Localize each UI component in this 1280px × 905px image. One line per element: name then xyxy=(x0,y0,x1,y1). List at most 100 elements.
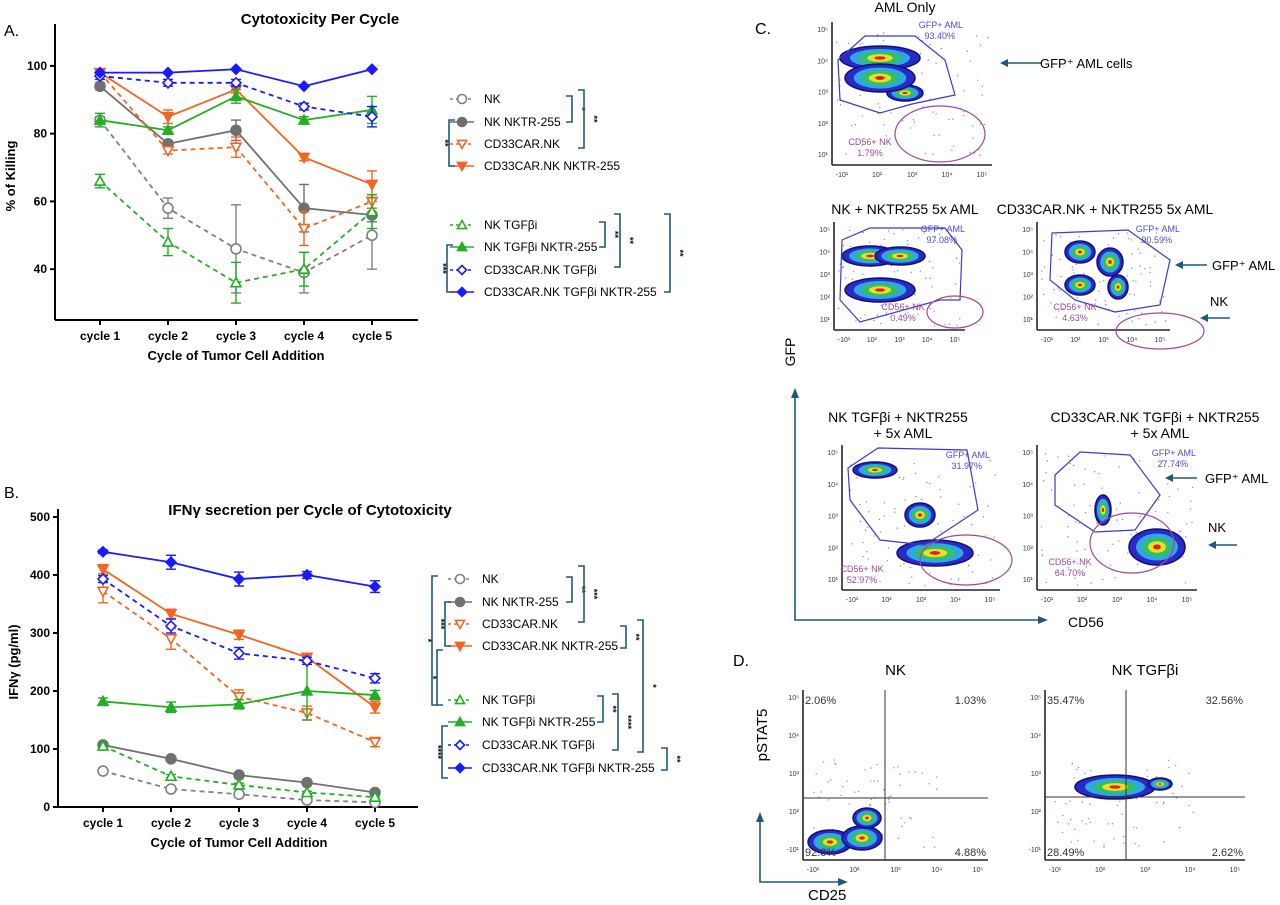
event-dot xyxy=(1188,804,1190,807)
event-dot xyxy=(1116,804,1119,807)
event-dot xyxy=(897,766,899,768)
plot-y-tick: 10³ xyxy=(828,514,839,521)
event-dot xyxy=(1067,455,1070,457)
event-dot xyxy=(924,152,927,154)
significance-bracket xyxy=(566,576,573,603)
plot-x-tick: 10² xyxy=(1095,867,1106,874)
event-dot xyxy=(907,243,909,246)
event-dot xyxy=(871,577,873,580)
event-dot xyxy=(1155,232,1158,234)
event-dot xyxy=(902,478,904,480)
event-dot xyxy=(1117,233,1120,235)
nk-gate-label: CD56+ NK xyxy=(848,137,891,147)
density-contour xyxy=(866,254,874,258)
event-dot xyxy=(1121,813,1123,816)
event-dot xyxy=(1041,555,1044,557)
event-dot xyxy=(1129,293,1131,296)
y-axis-label: IFNγ (pg/ml) xyxy=(6,624,21,699)
legend-marker xyxy=(456,264,468,276)
event-dot xyxy=(1178,826,1181,829)
event-dot xyxy=(1123,842,1125,844)
event-dot xyxy=(979,44,982,46)
cd56-nk-gate xyxy=(1115,312,1205,350)
event-dot xyxy=(957,579,960,582)
event-dot xyxy=(842,785,844,788)
y-tick-label: 200 xyxy=(30,684,50,698)
event-dot xyxy=(918,36,920,38)
event-dot xyxy=(971,571,974,573)
data-point xyxy=(161,66,175,79)
event-dot xyxy=(912,119,915,121)
event-dot xyxy=(1081,801,1084,803)
event-dot xyxy=(979,123,982,125)
event-dot xyxy=(969,151,971,154)
event-dot xyxy=(981,94,984,96)
data-point xyxy=(232,647,246,660)
event-dot xyxy=(1098,281,1101,283)
event-dot xyxy=(1146,775,1149,778)
flow-plot-title-line2: + 5x AML xyxy=(874,425,933,441)
event-dot xyxy=(870,780,872,782)
event-dot xyxy=(866,550,868,553)
event-dot xyxy=(1103,846,1105,848)
pstat5-cd25-axes xyxy=(759,820,840,883)
event-dot xyxy=(933,134,935,137)
event-dot xyxy=(1067,567,1069,569)
event-dot xyxy=(876,780,879,782)
data-point xyxy=(366,229,378,242)
series-4 xyxy=(93,173,379,304)
quadrant-lower-right: 2.62% xyxy=(1212,847,1243,859)
event-dot xyxy=(1075,263,1078,266)
x-tick-label: cycle 2 xyxy=(151,816,191,830)
arrow-head-icon xyxy=(1175,261,1183,269)
plot-x-tick: 10⁵ xyxy=(1155,337,1166,344)
series-4 xyxy=(96,739,382,802)
event-dot xyxy=(822,761,825,763)
significance-stars: ** xyxy=(608,705,618,713)
event-dot xyxy=(917,313,919,315)
event-dot xyxy=(915,495,917,498)
event-dot xyxy=(933,325,936,327)
event-dot xyxy=(839,103,842,106)
event-dot xyxy=(931,241,933,244)
plot-y-tick: 10¹ xyxy=(818,152,829,159)
data-point xyxy=(297,223,311,236)
event-dot xyxy=(908,771,910,773)
legend: NK NK NKTR-255 CD33CAR.NK CD33CAR.NK NKTR-2… xyxy=(438,89,685,299)
event-dot xyxy=(1163,801,1165,803)
event-dot xyxy=(854,791,856,793)
event-dot xyxy=(974,482,977,484)
event-dot xyxy=(1076,839,1079,841)
significance-bracket xyxy=(664,213,671,293)
plot-y-tick: 10⁴ xyxy=(1022,250,1033,257)
event-dot xyxy=(948,118,950,121)
event-dot xyxy=(1074,521,1077,523)
density-contour xyxy=(875,288,885,292)
legend-label: NK NKTR-255 xyxy=(484,115,561,129)
event-dot xyxy=(885,312,888,314)
event-dot xyxy=(939,496,942,498)
event-dot xyxy=(936,776,938,778)
event-dot xyxy=(1146,769,1148,771)
event-dot xyxy=(861,115,864,117)
event-dot xyxy=(847,42,850,44)
event-dot xyxy=(868,241,871,243)
event-dot xyxy=(845,153,847,155)
gfp-gate-label: GFP+ AML xyxy=(919,20,963,30)
event-dot xyxy=(934,240,937,242)
event-dot xyxy=(1062,303,1065,306)
event-dot xyxy=(1073,272,1075,274)
event-dot xyxy=(1154,510,1157,513)
event-dot xyxy=(1041,270,1043,272)
event-dot xyxy=(1161,460,1164,462)
event-dot xyxy=(903,563,905,565)
event-dot xyxy=(931,286,933,288)
plot-y-tick: 10² xyxy=(818,121,829,128)
significance-stars: * xyxy=(428,676,438,680)
event-dot xyxy=(1067,536,1069,538)
event-dot xyxy=(919,53,922,55)
pstat5-axis-label: pSTAT5 xyxy=(754,709,771,762)
flow-panel-d: NK 10⁵ 10⁴ 10³ 10² -10¹ -10¹ 10² 10³ 10⁴ 10⁵ 2.06% 1… xyxy=(754,662,1245,904)
plot-x-tick: 10² xyxy=(849,867,860,874)
event-dot xyxy=(1189,508,1192,510)
